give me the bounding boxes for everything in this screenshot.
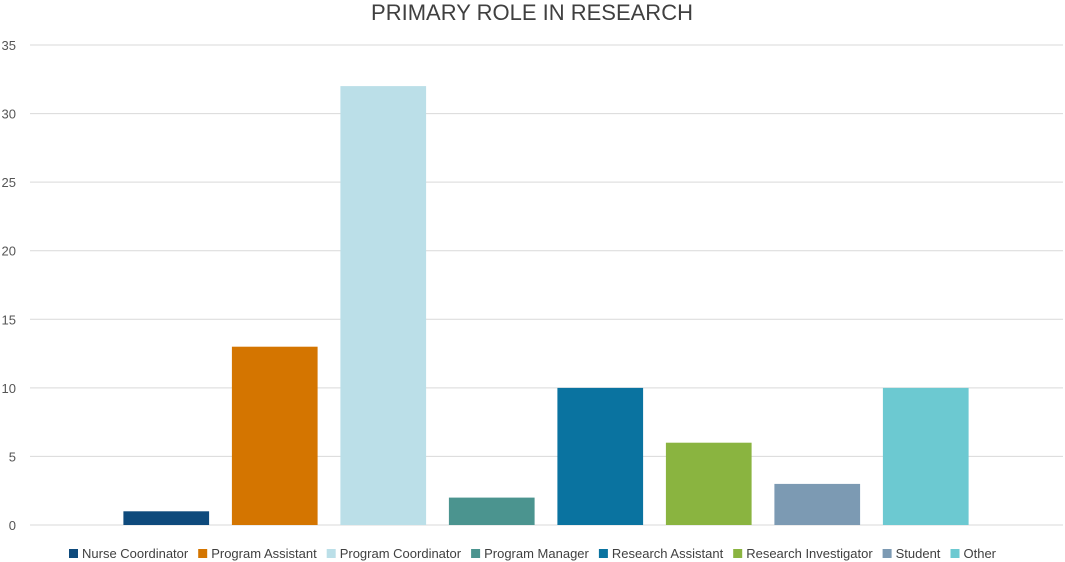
bar	[882, 387, 969, 525]
y-tick-label: 10	[2, 381, 16, 396]
legend-swatch	[882, 549, 892, 558]
legend-swatch	[69, 549, 78, 558]
bar	[123, 511, 210, 525]
legend-label: Program Assistant	[211, 546, 317, 561]
legend-swatch	[598, 549, 608, 558]
legend-item: Student	[882, 546, 941, 561]
y-tick-label: 35	[2, 38, 16, 53]
legend-label: Research Assistant	[612, 546, 724, 561]
chart-title: PRIMARY ROLE IN RESEARCH	[371, 0, 693, 25]
y-tick-label: 15	[2, 312, 16, 327]
legend-item: Program Coordinator	[326, 546, 462, 561]
legend-label: Program Coordinator	[340, 546, 462, 561]
y-axis-ticks: 0 5 10 15 20 25 30 35	[2, 38, 16, 533]
y-tick-label: 20	[2, 244, 16, 259]
legend-label: Research Investigator	[746, 546, 873, 561]
bar	[340, 86, 427, 525]
legend-swatch	[326, 549, 336, 558]
gridlines	[30, 44, 1063, 526]
legend-label: Program Manager	[484, 546, 589, 561]
legend-item: Nurse Coordinator	[69, 546, 189, 561]
legend-item: Research Investigator	[733, 546, 873, 561]
bar	[448, 497, 535, 525]
y-tick-label: 5	[9, 449, 16, 464]
legend-label: Nurse Coordinator	[82, 546, 189, 561]
bar	[231, 346, 318, 525]
legend-label: Student	[896, 546, 941, 561]
legend-swatch	[471, 549, 481, 558]
legend: Nurse Coordinator Program Assistant Progra…	[69, 546, 997, 561]
y-tick-label: 0	[9, 518, 16, 533]
legend-swatch	[198, 549, 208, 558]
legend-swatch	[733, 549, 743, 558]
legend-label: Other	[964, 546, 997, 561]
legend-item: Other	[950, 546, 997, 561]
y-tick-label: 30	[2, 107, 16, 122]
bar	[665, 442, 752, 525]
legend-swatch	[950, 549, 960, 558]
y-tick-label: 25	[2, 175, 16, 190]
bars	[123, 86, 969, 525]
legend-item: Program Assistant	[198, 546, 317, 561]
legend-item: Research Assistant	[598, 546, 724, 561]
bar	[557, 387, 644, 525]
bar	[774, 483, 861, 525]
legend-item: Program Manager	[471, 546, 590, 561]
